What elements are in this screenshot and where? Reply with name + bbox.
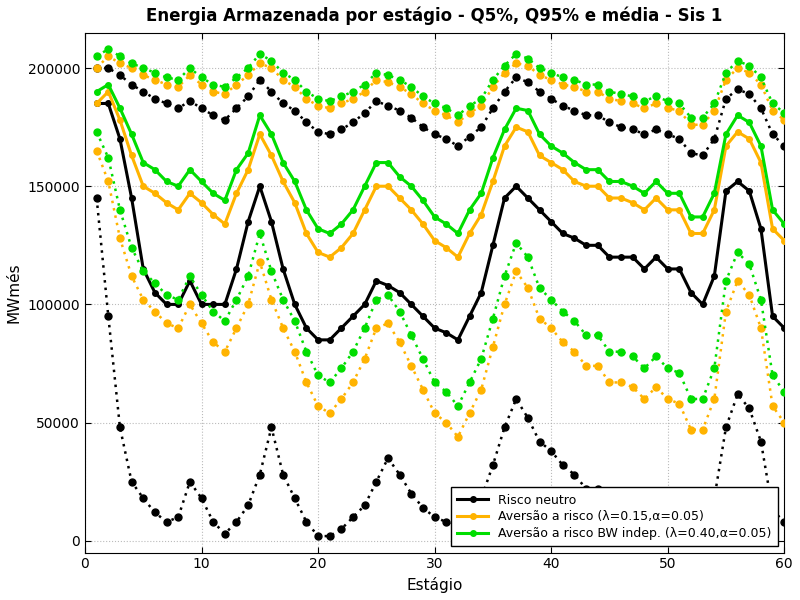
Aversão a risco (λ=0.15,α=0.05) — [92, 100, 102, 107]
Aversão a risco BW indep. (λ=0.40,α=0.05) — [337, 220, 346, 227]
Aversão a risco BW indep. (λ=0.40,α=0.05) — [325, 230, 334, 237]
Risco neutro — [779, 325, 789, 332]
Aversão a risco (λ=0.15,α=0.05) — [337, 244, 346, 251]
Risco neutro — [325, 336, 334, 343]
Aversão a risco (λ=0.15,α=0.05) — [302, 230, 311, 237]
Aversão a risco BW indep. (λ=0.40,α=0.05) — [546, 142, 556, 149]
Legend: Risco neutro, Aversão a risco (λ=0.15,α=0.05), Aversão a risco BW indep. (λ=0.40: Risco neutro, Aversão a risco (λ=0.15,α=… — [451, 487, 778, 547]
Aversão a risco (λ=0.15,α=0.05) — [103, 88, 113, 95]
X-axis label: Estágio: Estágio — [406, 577, 463, 593]
Aversão a risco (λ=0.15,α=0.05) — [278, 178, 288, 185]
Aversão a risco BW indep. (λ=0.40,α=0.05) — [103, 81, 113, 88]
Aversão a risco (λ=0.15,α=0.05) — [325, 254, 334, 261]
Aversão a risco (λ=0.15,α=0.05) — [220, 220, 230, 227]
Aversão a risco BW indep. (λ=0.40,α=0.05) — [278, 159, 288, 166]
Line: Risco neutro: Risco neutro — [94, 101, 787, 343]
Aversão a risco BW indep. (λ=0.40,α=0.05) — [302, 206, 311, 214]
Aversão a risco (λ=0.15,α=0.05) — [546, 159, 556, 166]
Risco neutro — [337, 325, 346, 332]
Risco neutro — [314, 336, 323, 343]
Aversão a risco (λ=0.15,α=0.05) — [348, 230, 358, 237]
Aversão a risco BW indep. (λ=0.40,α=0.05) — [779, 220, 789, 227]
Risco neutro — [92, 100, 102, 107]
Risco neutro — [208, 301, 218, 308]
Title: Energia Armazenada por estágio - Q5%, Q95% e média - Sis 1: Energia Armazenada por estágio - Q5%, Q9… — [146, 7, 723, 25]
Risco neutro — [266, 218, 276, 225]
Aversão a risco BW indep. (λ=0.40,α=0.05) — [220, 197, 230, 204]
Aversão a risco (λ=0.15,α=0.05) — [779, 237, 789, 244]
Risco neutro — [290, 301, 299, 308]
Aversão a risco BW indep. (λ=0.40,α=0.05) — [348, 206, 358, 214]
Line: Aversão a risco BW indep. (λ=0.40,α=0.05): Aversão a risco BW indep. (λ=0.40,α=0.05… — [94, 82, 787, 236]
Line: Aversão a risco (λ=0.15,α=0.05): Aversão a risco (λ=0.15,α=0.05) — [94, 89, 787, 260]
Risco neutro — [534, 206, 544, 214]
Y-axis label: MWmés: MWmés — [7, 262, 22, 323]
Aversão a risco BW indep. (λ=0.40,α=0.05) — [92, 88, 102, 95]
